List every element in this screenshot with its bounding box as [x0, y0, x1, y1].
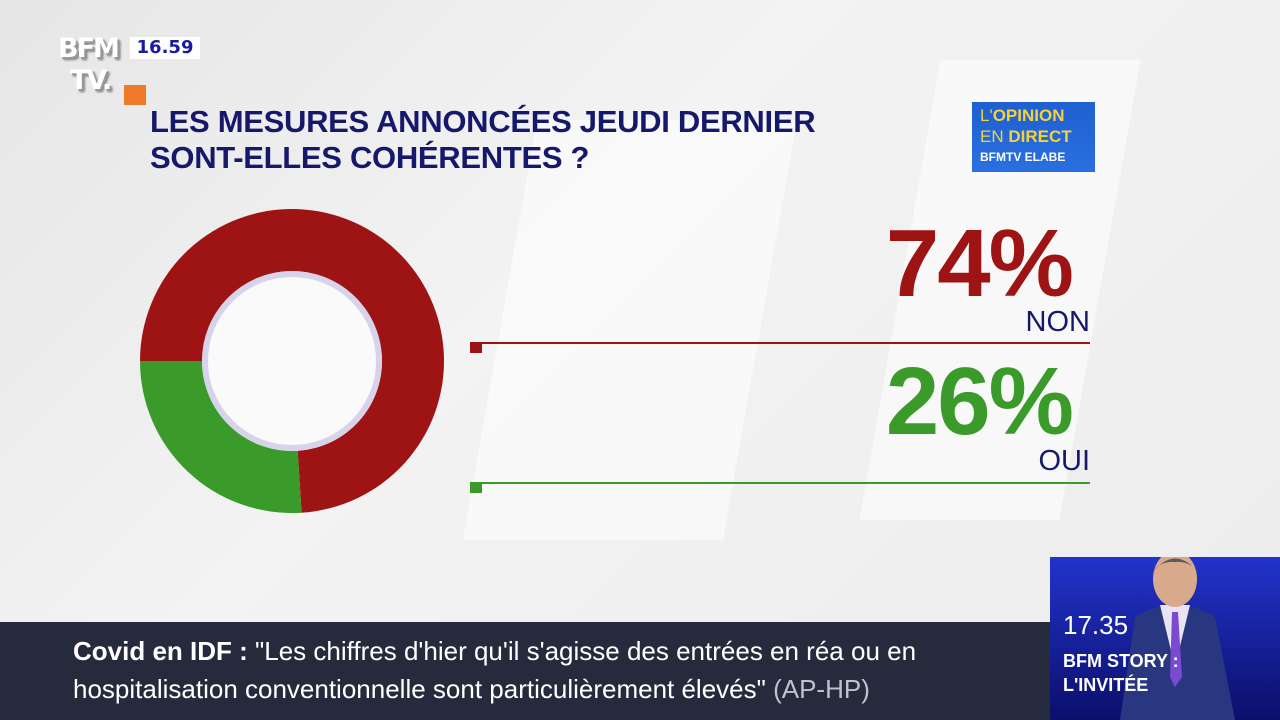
badge-text: BFMTV ELABE	[980, 150, 1066, 164]
title-line-1: LES MESURES ANNONCÉES JEUDI DERNIER	[150, 104, 816, 139]
promo-show-line: BFM STORY :	[1063, 651, 1179, 671]
logo-tv: TV.	[70, 65, 112, 96]
badge-text: OPINION	[992, 106, 1065, 125]
promo-show-title: BFM STORY : L'INVITÉE	[1063, 649, 1179, 697]
news-ticker: Covid en IDF : "Les chiffres d'hier qu'i…	[0, 622, 1050, 720]
donut-hole	[202, 271, 382, 451]
logo-bfm: BFM	[58, 33, 120, 64]
divider-oui	[470, 482, 1090, 484]
title-line-2: SONT-ELLES COHÉRENTES ?	[150, 140, 590, 175]
marker-non	[470, 343, 482, 353]
donut-slice-oui	[140, 361, 302, 513]
donut-slice-non	[140, 209, 445, 513]
ticker-text: "Les chiffres d'hier qu'il s'agisse des …	[255, 636, 917, 666]
badge-text: DIRECT	[1008, 127, 1072, 146]
bfmtv-logo: BFM TV.	[58, 33, 128, 97]
upcoming-show-promo: 17.35 BFM STORY : L'INVITÉE	[1050, 557, 1280, 720]
divider-non	[470, 342, 1090, 344]
label-oui: OUI	[1038, 445, 1090, 477]
label-oui-percent: 26%	[885, 348, 1074, 455]
marker-oui	[470, 483, 482, 493]
badge-text: EN	[980, 127, 1009, 146]
opinion-badge: L'OPINION EN DIRECT BFMTV ELABE	[972, 102, 1095, 172]
badge-text: L'	[980, 106, 993, 125]
promo-show-line: L'INVITÉE	[1063, 675, 1149, 695]
chart-title: LES MESURES ANNONCÉES JEUDI DERNIER SONT…	[150, 104, 816, 176]
promo-time: 17.35	[1063, 610, 1129, 640]
logo-square	[124, 85, 146, 105]
clock: 16.59	[130, 37, 200, 59]
ticker-text: hospitalisation conventionnelle sont par…	[73, 674, 766, 704]
label-non: NON	[1025, 306, 1090, 338]
presenter-image	[1120, 557, 1235, 720]
ticker-topic: Covid en IDF :	[73, 636, 248, 666]
label-non-percent: 74%	[885, 210, 1074, 317]
ticker-source: (AP-HP)	[773, 674, 870, 704]
